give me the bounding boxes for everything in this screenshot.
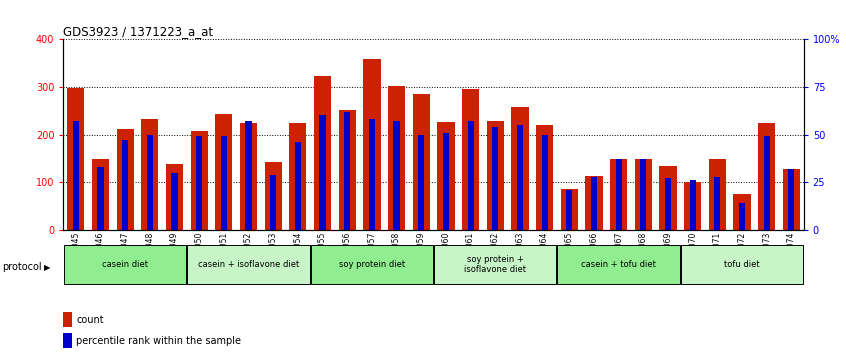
Text: tofu diet: tofu diet <box>724 260 760 269</box>
Bar <box>265 162 282 230</box>
Bar <box>289 122 306 230</box>
Bar <box>369 119 375 230</box>
Bar <box>541 135 547 230</box>
Bar <box>117 129 134 230</box>
Bar <box>73 121 79 230</box>
Bar <box>561 189 578 230</box>
Bar <box>344 112 350 230</box>
Bar <box>739 203 745 230</box>
Text: casein + tofu diet: casein + tofu diet <box>581 260 656 269</box>
FancyBboxPatch shape <box>187 245 310 284</box>
Bar <box>442 133 449 230</box>
Bar <box>393 121 399 230</box>
Bar <box>591 177 597 230</box>
Bar <box>468 121 474 230</box>
Bar <box>764 136 770 230</box>
Bar <box>733 194 750 230</box>
Text: soy protein diet: soy protein diet <box>339 260 405 269</box>
Bar <box>413 94 430 230</box>
Bar <box>536 125 553 230</box>
Bar <box>172 173 178 230</box>
Bar <box>221 136 227 230</box>
Bar <box>689 181 695 230</box>
Bar <box>758 123 775 230</box>
Bar <box>270 175 277 230</box>
Text: GDS3923 / 1371223_a_at: GDS3923 / 1371223_a_at <box>63 25 213 38</box>
FancyBboxPatch shape <box>558 245 680 284</box>
Bar <box>684 182 701 230</box>
Bar <box>486 121 504 230</box>
Bar <box>634 159 652 230</box>
Bar <box>146 135 153 230</box>
Bar <box>294 142 301 230</box>
FancyBboxPatch shape <box>434 245 557 284</box>
Bar <box>63 333 72 348</box>
Bar <box>665 178 671 230</box>
Bar <box>511 107 529 230</box>
Bar <box>196 136 202 230</box>
Text: casein + isoflavone diet: casein + isoflavone diet <box>198 260 299 269</box>
Bar <box>616 159 622 230</box>
Bar <box>492 127 498 230</box>
FancyBboxPatch shape <box>681 245 803 284</box>
Bar <box>245 121 251 230</box>
Bar <box>610 159 627 230</box>
FancyBboxPatch shape <box>64 245 186 284</box>
Bar <box>363 59 381 230</box>
Bar <box>462 89 479 230</box>
Bar <box>388 86 405 230</box>
Bar <box>141 119 158 230</box>
Bar <box>314 76 331 230</box>
Bar <box>320 115 326 230</box>
Bar <box>92 159 109 230</box>
Text: soy protein +
isoflavone diet: soy protein + isoflavone diet <box>464 255 526 274</box>
Text: protocol: protocol <box>3 262 42 272</box>
Bar <box>190 131 208 230</box>
Bar <box>97 167 103 230</box>
Bar <box>437 122 454 230</box>
Text: percentile rank within the sample: percentile rank within the sample <box>76 336 241 346</box>
Bar <box>122 140 129 230</box>
Bar <box>215 114 233 230</box>
Bar <box>640 159 646 230</box>
Bar <box>166 164 183 230</box>
Bar <box>709 159 726 230</box>
Bar <box>418 135 425 230</box>
Bar <box>338 110 356 230</box>
Bar <box>585 176 602 230</box>
Text: ▶: ▶ <box>44 263 51 272</box>
Bar <box>659 166 677 230</box>
FancyBboxPatch shape <box>310 245 433 284</box>
Bar <box>67 88 85 230</box>
Text: count: count <box>76 315 104 325</box>
Bar <box>783 169 800 230</box>
Bar <box>714 177 721 230</box>
Bar <box>517 125 523 230</box>
Bar <box>566 190 573 230</box>
Bar <box>240 122 257 230</box>
Bar <box>788 169 794 230</box>
Text: casein diet: casein diet <box>102 260 148 269</box>
Bar <box>63 312 72 327</box>
